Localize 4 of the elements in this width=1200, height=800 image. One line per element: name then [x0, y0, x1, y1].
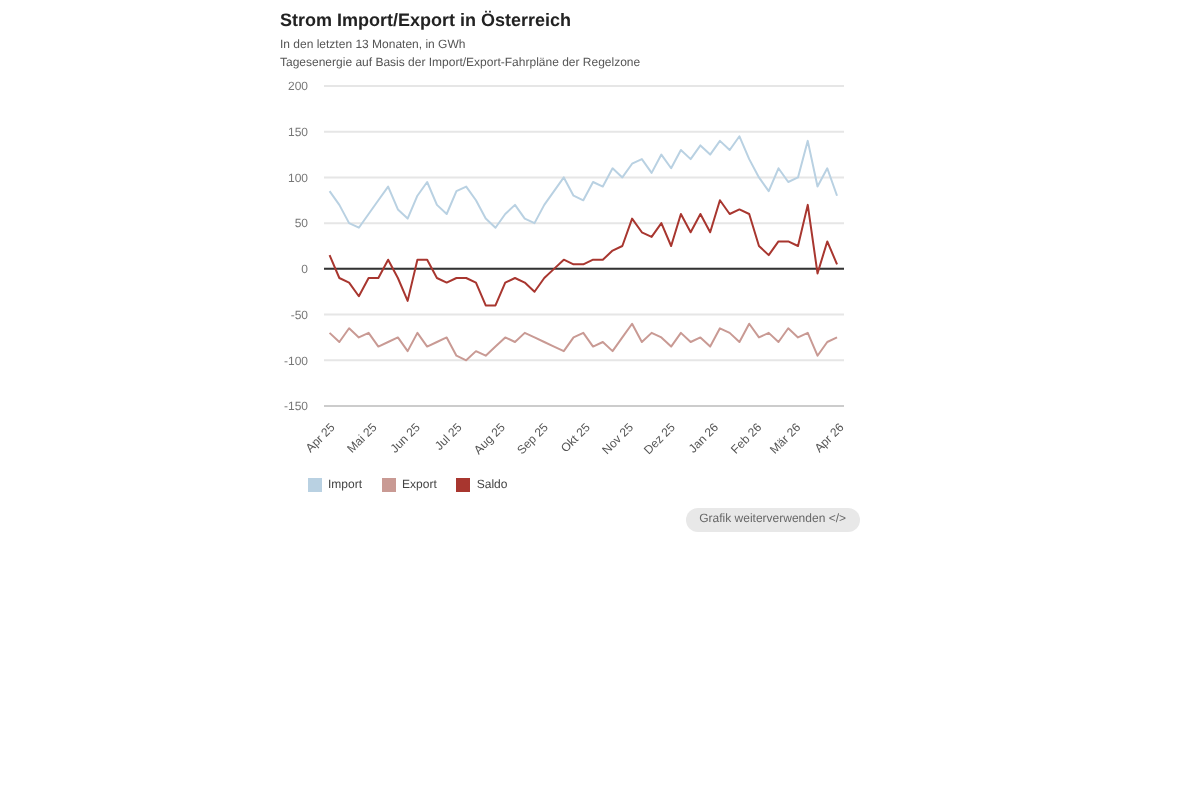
chart-title: Strom Import/Export in Österreich — [280, 10, 574, 30]
line-series — [328, 135, 839, 229]
line-series — [328, 322, 839, 362]
line-series — [328, 199, 839, 307]
